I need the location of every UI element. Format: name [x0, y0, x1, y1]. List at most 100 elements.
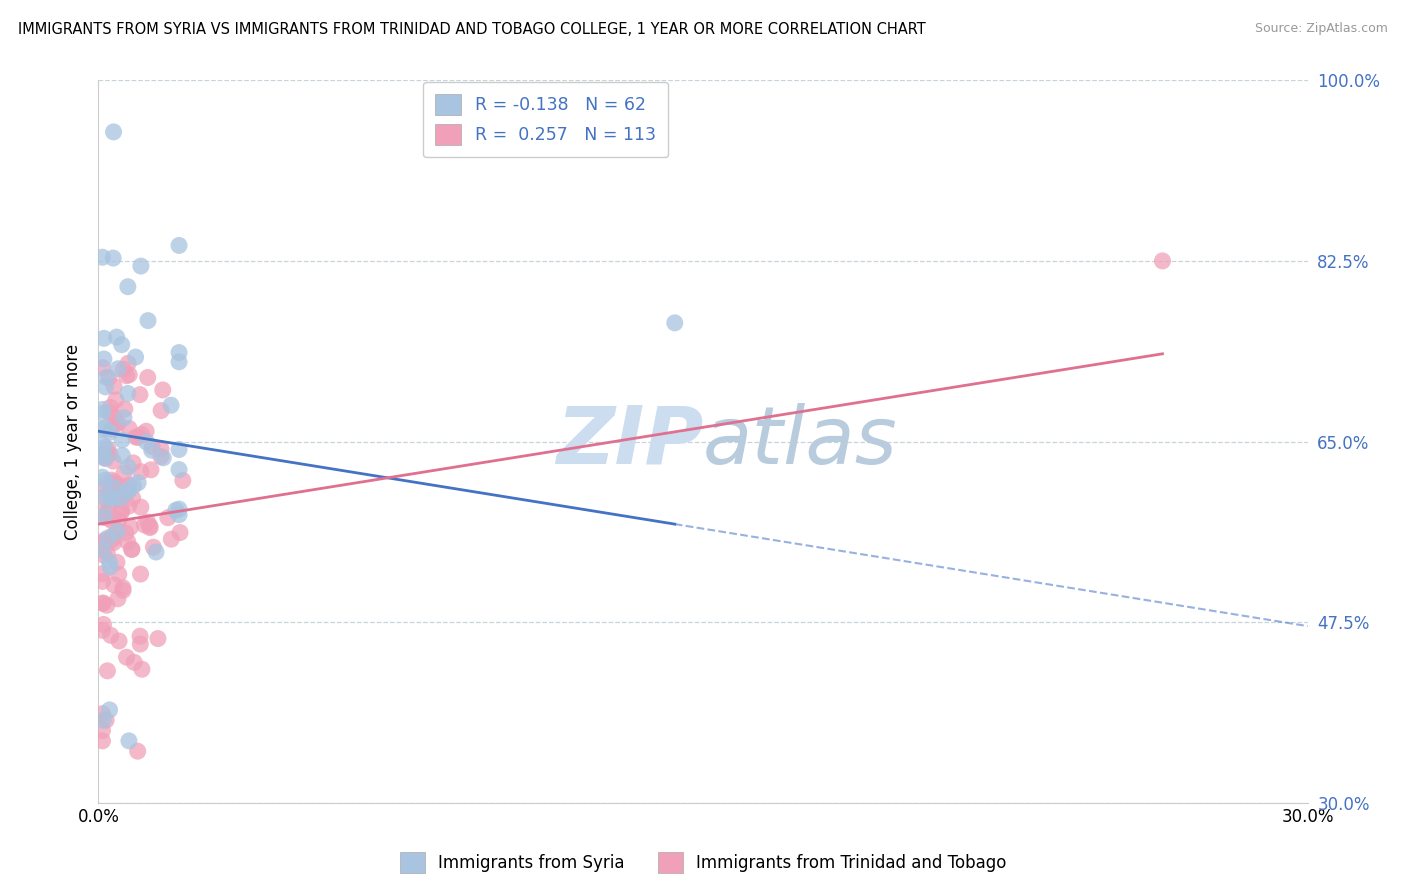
Point	[103, 410, 125, 425]
Point	[122, 656, 145, 670]
Point	[129, 387, 152, 401]
Point	[107, 524, 129, 538]
Point	[129, 567, 152, 582]
Point	[115, 368, 138, 383]
Point	[111, 490, 134, 504]
Point	[167, 502, 190, 516]
Point	[105, 330, 128, 344]
Point	[114, 525, 136, 540]
Point	[101, 533, 124, 547]
Point	[105, 555, 128, 569]
Point	[139, 520, 162, 534]
Point	[118, 478, 141, 492]
Point	[135, 434, 157, 449]
Point	[127, 475, 149, 490]
Point	[167, 462, 190, 476]
Point	[122, 479, 145, 493]
Point	[129, 637, 152, 651]
Point	[91, 360, 114, 375]
Point	[121, 542, 143, 557]
Point	[1152, 253, 1174, 268]
Point	[93, 510, 115, 524]
Point	[91, 566, 114, 581]
Point	[98, 406, 121, 420]
Point	[117, 534, 139, 549]
Point	[100, 492, 122, 507]
Point	[108, 513, 131, 527]
Point	[167, 238, 190, 252]
Point	[107, 567, 129, 582]
Point	[110, 505, 132, 519]
Point	[160, 398, 183, 412]
Point	[110, 503, 132, 517]
Point	[103, 454, 125, 468]
Point	[118, 734, 141, 748]
Point	[117, 279, 139, 293]
Point	[112, 485, 135, 500]
Point	[91, 449, 114, 463]
Point	[139, 463, 162, 477]
Point	[93, 533, 115, 548]
Point	[115, 485, 138, 500]
Point	[167, 442, 190, 457]
Point	[107, 492, 129, 507]
Point	[91, 596, 114, 610]
Point	[91, 490, 114, 504]
Point	[105, 524, 128, 539]
Point	[96, 448, 118, 462]
Point	[115, 650, 138, 665]
Point	[112, 410, 135, 425]
Point	[94, 473, 117, 487]
Point	[127, 744, 149, 758]
Point	[167, 345, 190, 359]
Point	[156, 510, 179, 524]
Point	[118, 499, 141, 513]
Point	[129, 629, 152, 643]
Point	[149, 450, 172, 464]
Point	[91, 422, 114, 436]
Point	[117, 483, 139, 498]
Point	[121, 491, 143, 505]
Point	[117, 386, 139, 401]
Point	[112, 583, 135, 598]
Point	[121, 542, 143, 557]
Point	[112, 466, 135, 480]
Point	[108, 479, 131, 493]
Point	[103, 535, 125, 549]
Point	[91, 624, 114, 638]
Point	[96, 599, 118, 613]
Point	[117, 356, 139, 370]
Point	[97, 502, 120, 516]
Point	[100, 473, 122, 487]
Point	[98, 447, 121, 461]
Y-axis label: College, 1 year or more: College, 1 year or more	[65, 343, 83, 540]
Point	[118, 421, 141, 435]
Point	[120, 520, 142, 534]
Point	[131, 662, 153, 676]
Point	[136, 313, 159, 327]
Point	[129, 259, 152, 273]
Point	[134, 517, 156, 532]
Point	[101, 530, 124, 544]
Point	[111, 433, 134, 447]
Point	[111, 337, 134, 351]
Point	[94, 713, 117, 727]
Point	[93, 480, 115, 494]
Point	[100, 628, 122, 642]
Point	[110, 491, 132, 505]
Point	[172, 474, 194, 488]
Point	[124, 350, 146, 364]
Point	[167, 355, 190, 369]
Legend: Immigrants from Syria, Immigrants from Trinidad and Tobago: Immigrants from Syria, Immigrants from T…	[392, 846, 1014, 880]
Point	[91, 402, 114, 417]
Point	[91, 734, 114, 748]
Point	[98, 401, 121, 415]
Point	[96, 546, 118, 560]
Point	[91, 706, 114, 721]
Point	[98, 555, 121, 569]
Point	[107, 361, 129, 376]
Point	[103, 481, 125, 495]
Point	[111, 581, 134, 595]
Point	[101, 514, 124, 528]
Point	[91, 574, 114, 589]
